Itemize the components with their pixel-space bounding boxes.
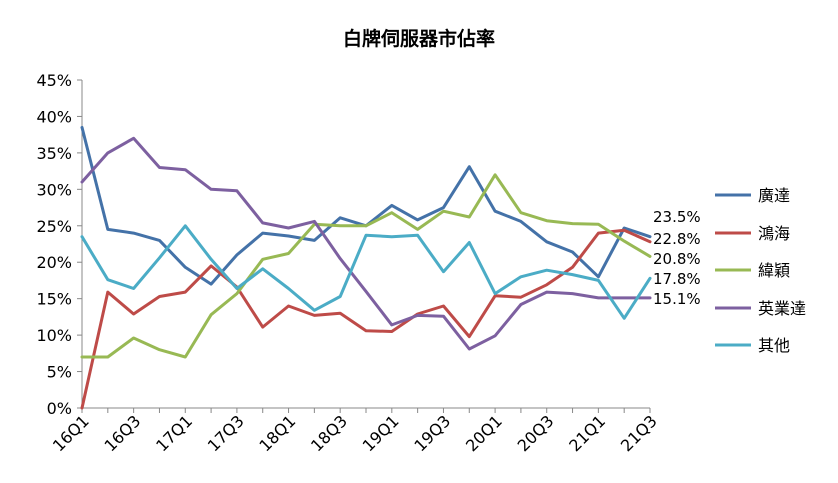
legend-label: 緯穎 <box>758 261 790 280</box>
end-value-label: 15.1% <box>653 290 701 308</box>
series-line <box>80 136 652 351</box>
x-tick-label: 19Q1 <box>359 411 403 455</box>
x-tick-label: 17Q1 <box>152 411 196 455</box>
end-value-label: 22.8% <box>653 230 701 248</box>
x-tick-label: 20Q1 <box>462 411 506 455</box>
legend-label: 廣達 <box>758 186 790 205</box>
y-tick-label: 5% <box>47 363 72 382</box>
x-tick-label: 20Q3 <box>514 411 558 455</box>
x-tick-label: 18Q3 <box>307 411 351 455</box>
x-tick-label: 18Q1 <box>255 411 299 455</box>
legend-label: 鴻海 <box>758 224 790 243</box>
y-tick-label: 25% <box>36 217 72 236</box>
x-tick-label: 17Q3 <box>204 411 248 455</box>
series-line <box>80 173 652 359</box>
chart-title: 白牌伺服器市佔率 <box>343 27 495 50</box>
legend-label: 其他 <box>758 336 790 355</box>
end-value-label: 23.5% <box>653 208 701 226</box>
series-line <box>80 224 652 320</box>
y-tick-label: 10% <box>36 326 72 345</box>
y-tick-label: 30% <box>36 180 72 199</box>
y-tick-label: 40% <box>36 107 72 126</box>
end-value-label: 17.8% <box>653 270 701 288</box>
x-tick-label: 19Q3 <box>410 411 454 455</box>
y-tick-label: 35% <box>36 144 72 163</box>
series-line <box>80 125 652 286</box>
y-axis-ticks: 0% 5% 10% 15% 20% 25% 30% 35% 40% 45% <box>36 71 82 418</box>
y-tick-label: 20% <box>36 253 72 272</box>
series-lines <box>80 125 652 410</box>
x-tick-label: 21Q1 <box>565 411 609 455</box>
x-tick-label: 21Q3 <box>617 411 661 455</box>
series-line <box>80 228 652 410</box>
end-value-label: 20.8% <box>653 250 701 268</box>
x-axis-ticks: 16Q1 16Q3 17Q1 17Q3 18Q1 18Q3 19Q1 19Q3 20Q1 20Q3… <box>49 408 661 455</box>
legend-label: 英業達 <box>758 299 806 318</box>
x-tick-label: 16Q3 <box>101 411 145 455</box>
y-tick-label: 0% <box>47 399 72 418</box>
end-value-labels: 23.5% 22.8% 20.8% 17.8% 15.1% <box>653 208 701 308</box>
y-tick-label: 45% <box>36 71 72 90</box>
y-tick-label: 15% <box>36 290 72 309</box>
